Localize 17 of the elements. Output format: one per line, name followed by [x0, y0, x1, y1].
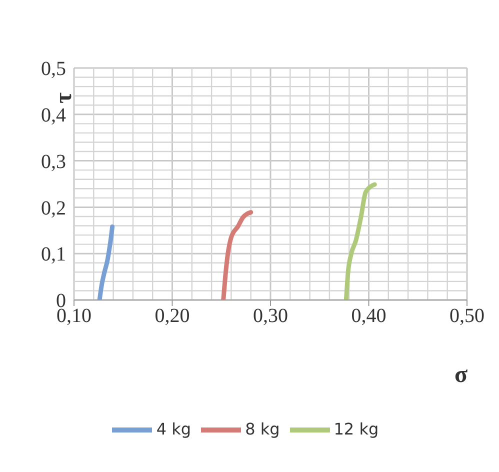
y-tick-label: 0,4: [41, 104, 66, 126]
x-tick-label: 0,40: [351, 305, 386, 328]
legend-label: 8 kg: [245, 419, 280, 438]
x-tick-label: 0,50: [450, 305, 484, 328]
x-tick-label: 0,20: [154, 305, 190, 328]
y-tick-label: 0,5: [41, 58, 66, 80]
line-series: [221, 210, 254, 300]
legend-label: 4 kg: [156, 419, 192, 438]
y-tick-label: 0,1: [41, 244, 66, 266]
x-axis-title: σ: [454, 362, 468, 388]
line-series: [97, 224, 115, 300]
line-series: [344, 182, 377, 300]
y-axis-title: τ: [51, 92, 77, 104]
x-tick-label: 0,30: [253, 305, 288, 328]
legend-label: 12 kg: [334, 419, 379, 438]
y-tick-label: 0,2: [41, 197, 66, 220]
y-tick-label: 0,3: [41, 150, 66, 173]
